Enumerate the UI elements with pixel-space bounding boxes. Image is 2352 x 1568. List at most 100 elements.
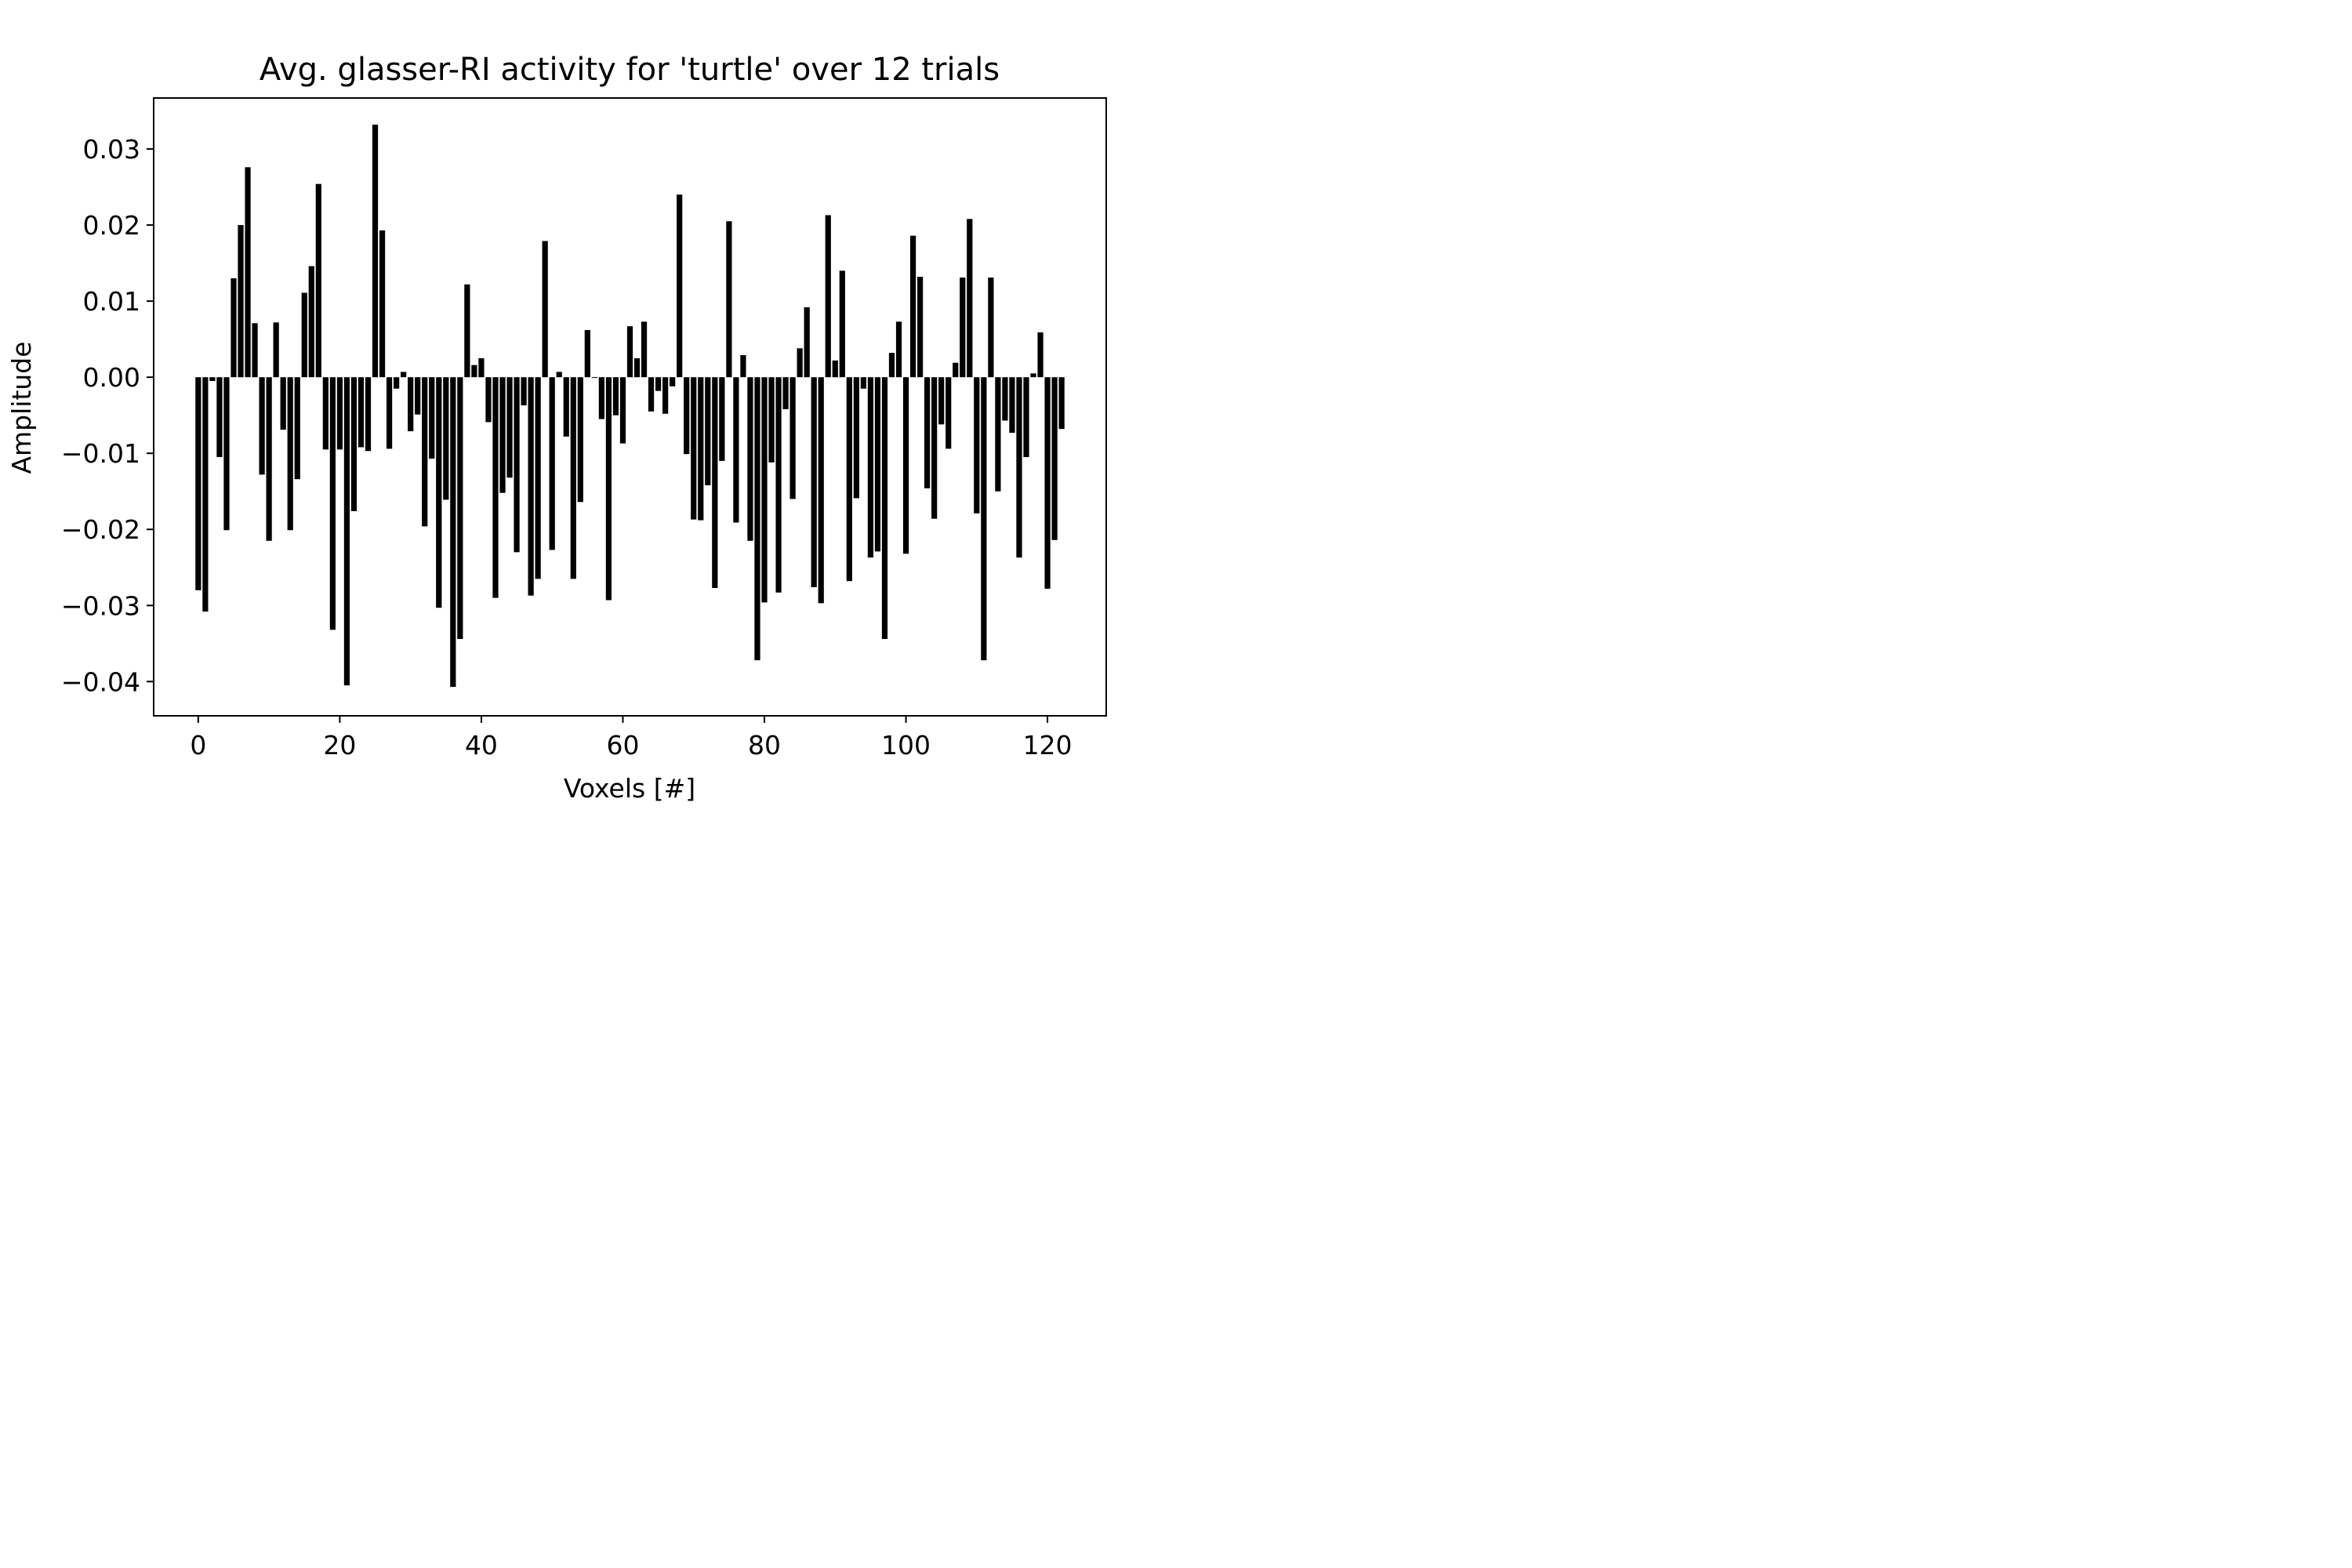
bar-87 [811, 377, 817, 587]
bar-14 [294, 377, 300, 480]
bar-2 [209, 377, 216, 382]
bar-66 [662, 377, 669, 414]
bar-60 [619, 377, 626, 444]
bar-101 [909, 235, 916, 378]
bar-85 [797, 348, 803, 378]
bar-97 [881, 377, 888, 639]
bar-64 [648, 377, 655, 412]
bar-52 [563, 377, 569, 437]
bar-118 [1030, 373, 1036, 378]
x-tick-label-20: 20 [323, 730, 356, 760]
bar-47 [528, 377, 534, 596]
y-tick-label-0: 0.03 [83, 134, 140, 165]
bar-34 [436, 377, 442, 608]
bar-48 [535, 377, 541, 579]
bar-3 [216, 377, 223, 458]
bar-22 [350, 377, 358, 511]
bar-33 [429, 377, 435, 459]
bar-32 [422, 377, 428, 527]
bar-77 [740, 355, 746, 378]
y-tick-label-4: −0.01 [61, 438, 140, 469]
bar-107 [953, 362, 959, 378]
bar-55 [584, 329, 590, 378]
bar-44 [506, 377, 513, 478]
bar-114 [1002, 377, 1008, 421]
bar-108 [960, 278, 966, 378]
bar-10 [266, 377, 272, 541]
y-tick-label-1: 0.02 [83, 210, 140, 241]
y-tick-label-2: 0.01 [83, 286, 140, 317]
bar-16 [308, 266, 314, 378]
bar-104 [931, 377, 938, 519]
bar-11 [273, 322, 279, 378]
bar-90 [832, 360, 838, 378]
bar-121 [1051, 377, 1058, 540]
y-tick-label-6: −0.03 [61, 590, 140, 621]
bar-113 [995, 377, 1001, 492]
x-tick-label-60: 60 [606, 730, 639, 760]
bar-28 [394, 377, 400, 389]
bar-56 [591, 377, 597, 379]
bar-74 [719, 377, 725, 461]
bar-8 [252, 323, 258, 378]
chart-title: Avg. glasser-RI activity for 'turtle' ov… [260, 52, 1000, 88]
bar-1 [202, 377, 209, 612]
bar-80 [761, 377, 768, 603]
bar-116 [1016, 377, 1022, 558]
bar-120 [1044, 377, 1051, 589]
bar-78 [747, 377, 753, 541]
bar-40 [478, 358, 485, 378]
bar-46 [521, 377, 527, 406]
bar-45 [514, 377, 520, 553]
bar-115 [1009, 377, 1015, 433]
bar-0 [195, 377, 201, 590]
chart: 0 20 40 60 80 100 120 0.03 0.02 0.01 0.00 −0.01 −0.… [0, 0, 1212, 814]
y-axis-ticks: 0.03 0.02 0.01 0.00 −0.01 −0.02 −0.03 −0.04 [61, 134, 154, 697]
bar-68 [677, 194, 683, 378]
bar-70 [691, 377, 697, 520]
bar-4 [223, 377, 230, 531]
bar-81 [768, 377, 775, 463]
bar-94 [860, 377, 866, 389]
x-tick-label-0: 0 [190, 730, 206, 760]
bar-36 [450, 377, 456, 688]
x-axis-ticks: 0 20 40 60 80 100 120 [190, 716, 1073, 760]
bar-105 [938, 377, 945, 425]
bar-93 [853, 377, 859, 499]
bar-89 [825, 215, 831, 378]
bar-119 [1037, 332, 1044, 378]
bar-65 [655, 377, 662, 391]
bar-88 [818, 377, 824, 604]
bar-30 [408, 377, 414, 432]
bar-59 [612, 377, 619, 416]
bar-79 [754, 377, 760, 661]
y-axis-label: Amplitude [6, 341, 37, 474]
bar-91 [839, 270, 845, 378]
bar-12 [280, 377, 286, 430]
bar-117 [1023, 377, 1029, 458]
bar-chart: 0 20 40 60 80 100 120 0.03 0.02 0.01 0.00 −0.01 −0.… [0, 0, 1212, 814]
bar-112 [988, 278, 994, 378]
bar-75 [726, 221, 732, 378]
bar-6 [238, 225, 244, 378]
x-tick-label-40: 40 [465, 730, 498, 760]
bar-102 [916, 277, 924, 378]
x-tick-label-80: 80 [748, 730, 781, 760]
y-tick-label-3: 0.00 [83, 362, 140, 393]
bar-103 [924, 377, 931, 488]
bar-20 [336, 377, 343, 450]
bar-57 [598, 377, 605, 419]
bar-71 [698, 377, 704, 521]
bar-67 [670, 377, 676, 387]
bar-25 [372, 124, 379, 378]
bar-49 [542, 241, 548, 378]
bar-73 [712, 377, 718, 588]
bar-18 [322, 377, 328, 450]
bar-17 [315, 183, 321, 378]
x-tick-label-100: 100 [881, 730, 931, 760]
plot-frame [153, 97, 1107, 717]
bar-21 [343, 377, 350, 686]
bar-98 [888, 353, 895, 378]
bar-41 [485, 377, 492, 423]
bar-42 [492, 377, 499, 598]
